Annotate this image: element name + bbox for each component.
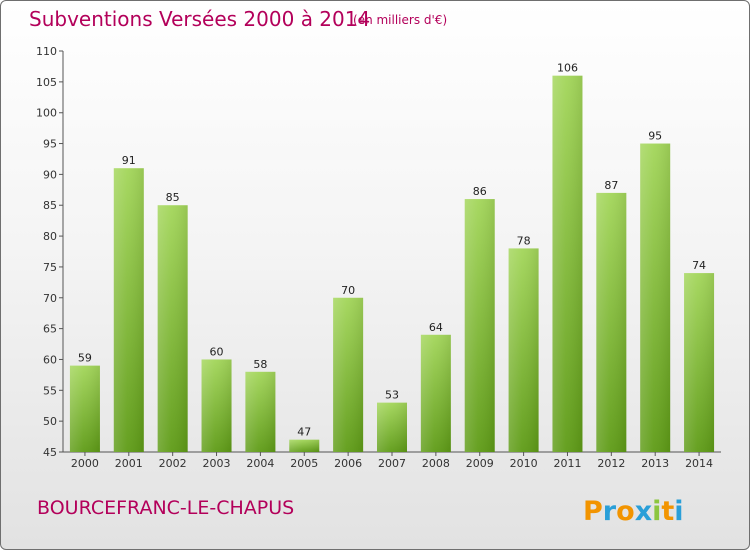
x-tick-label: 2004 xyxy=(246,457,274,470)
axes: 45 50 55 60 65 70 75 80 85 90 95 100 105 110 2000 2001 2… xyxy=(36,45,721,470)
y-tick-label: 95 xyxy=(43,138,57,151)
bar-shine xyxy=(377,402,407,452)
y-tick-label: 70 xyxy=(43,292,57,305)
x-tick-label: 2014 xyxy=(685,457,713,470)
x-tick-label: 2007 xyxy=(378,457,406,470)
y-tick-label: 75 xyxy=(43,261,57,274)
x-tick-label: 2002 xyxy=(159,457,187,470)
x-tick-label: 2008 xyxy=(422,457,450,470)
chart-subtitle: (en milliers d'€) xyxy=(353,13,448,27)
y-tick-label: 60 xyxy=(43,353,57,366)
y-tick-label: 45 xyxy=(43,446,57,459)
data-label-2009: 86 xyxy=(473,185,487,198)
x-tick-label: 2011 xyxy=(553,457,581,470)
logo-letter: P xyxy=(583,496,603,527)
bar-shine xyxy=(596,192,627,452)
y-tick-label: 110 xyxy=(36,45,57,58)
data-label-2013: 95 xyxy=(648,130,662,143)
data-label-2007: 53 xyxy=(385,389,399,402)
bar-shine xyxy=(684,273,715,452)
data-label-2012: 87 xyxy=(604,179,618,192)
data-label-2006: 70 xyxy=(341,284,355,297)
data-label-2008: 64 xyxy=(429,321,443,334)
bars-group xyxy=(69,75,715,453)
bar-shine xyxy=(464,199,495,452)
bar-shine xyxy=(289,439,320,452)
bar-shine xyxy=(640,143,671,453)
bar-shine xyxy=(157,205,188,452)
y-tick-label: 100 xyxy=(36,107,57,120)
y-tick-label: 55 xyxy=(43,384,57,397)
data-label-2014: 74 xyxy=(692,259,706,272)
bar-shine xyxy=(201,359,232,452)
bar-shine xyxy=(508,248,539,452)
logo-letter: r xyxy=(603,496,617,527)
y-tick-label: 85 xyxy=(43,199,57,212)
x-tick-label: 2009 xyxy=(466,457,494,470)
logo-text: Proxiti xyxy=(583,496,684,527)
chart-title: Subventions Versées 2000 à 2014 xyxy=(29,7,371,31)
data-label-2011: 106 xyxy=(557,62,578,75)
x-tick-label: 2003 xyxy=(203,457,231,470)
data-label-2003: 60 xyxy=(210,345,224,358)
bar-shine xyxy=(333,297,364,452)
bar-shine xyxy=(69,365,100,452)
bar-shine xyxy=(420,334,451,452)
bar-shine xyxy=(113,168,144,452)
data-label-2000: 59 xyxy=(78,352,92,365)
logo-letter: x xyxy=(635,496,652,527)
y-tick-label: 105 xyxy=(36,76,57,89)
x-tick-label: 2013 xyxy=(641,457,669,470)
x-tick-label: 2001 xyxy=(115,457,143,470)
bar-shine xyxy=(552,75,583,452)
x-tick-label: 2010 xyxy=(510,457,538,470)
x-tick-label: 2005 xyxy=(290,457,318,470)
proxiti-logo: Proxiti xyxy=(583,496,684,527)
y-tick-label: 90 xyxy=(43,168,57,181)
logo-letter: i xyxy=(674,496,683,527)
data-label-2004: 58 xyxy=(253,358,267,371)
logo-letter: o xyxy=(616,496,635,527)
x-tick-label: 2012 xyxy=(597,457,625,470)
commune-name: BOURCEFRANC-LE-CHAPUS xyxy=(37,497,295,519)
y-tick-label: 65 xyxy=(43,323,57,336)
data-label-2005: 47 xyxy=(297,426,311,439)
bar-shine xyxy=(245,371,276,452)
logo-letter: t xyxy=(661,496,674,527)
data-label-2001: 91 xyxy=(122,154,136,167)
logo-letter: i xyxy=(652,496,661,527)
y-tick-label: 80 xyxy=(43,230,57,243)
data-labels-group: 59 91 85 60 58 47 70 53 64 86 78 106 87 95 74 xyxy=(78,62,706,439)
x-tick-label: 2006 xyxy=(334,457,362,470)
x-tick-label: 2000 xyxy=(71,457,99,470)
data-label-2002: 85 xyxy=(166,191,180,204)
data-label-2010: 78 xyxy=(517,234,531,247)
y-tick-label: 50 xyxy=(43,415,57,428)
